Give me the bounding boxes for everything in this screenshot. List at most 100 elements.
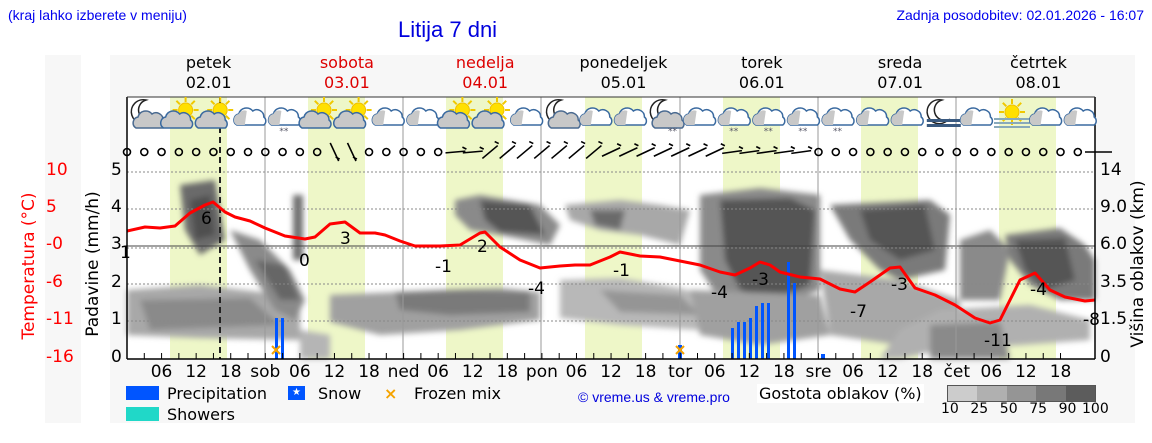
x-minor-ticks: [143, 353, 1062, 359]
temperature-axis-title: Temperatura (°C): [19, 192, 39, 340]
cloudy-snow-icon: **: [821, 107, 855, 137]
night-partly-cloudy-icon: [545, 98, 581, 129]
x-tick-label: 12: [461, 362, 484, 382]
temp-value-label: 6: [201, 209, 212, 229]
x-tick-label: 06: [150, 362, 173, 382]
weather-icons-row: ** ** ** ** ** **: [130, 97, 1097, 137]
day-header-4: torek 06.01: [702, 53, 822, 93]
temp-value-label: 1: [120, 243, 131, 263]
temp-value-label: 3: [340, 229, 351, 249]
cloudy-icon: [959, 107, 994, 126]
cloud-density-tick: 10: [941, 401, 959, 417]
cloudy-icon: [1029, 107, 1063, 126]
svg-text:**: **: [668, 127, 678, 137]
precipitation-swatch: [126, 386, 159, 400]
x-tick-label: sre: [805, 362, 832, 382]
day-date: 02.01: [185, 73, 232, 92]
showers-swatch: [126, 407, 159, 421]
temp-value-label: -11: [984, 331, 1012, 351]
day-header-3: ponedeljek 05.01: [563, 53, 683, 93]
sun-cloud-icon: [436, 97, 476, 129]
precipitation-bars: [275, 262, 825, 359]
copyright-link[interactable]: © vreme.us & vreme.pro: [578, 389, 730, 405]
cloud-density-tick: 75: [1029, 401, 1048, 417]
day-name: petek: [185, 53, 232, 72]
cloudy-icon: [233, 107, 267, 126]
day-date: 06.01: [738, 73, 785, 92]
frozen-mix-markers: [271, 345, 685, 355]
day-name: sreda: [877, 53, 923, 72]
temp-value-label: -4: [528, 279, 545, 299]
cloudy-snow-icon: **: [786, 107, 821, 137]
x-tick-label: 12: [1015, 362, 1037, 382]
location-menu-hint[interactable]: (kraj lahko izberete v meniju): [8, 7, 187, 23]
x-tick-label: 06: [427, 362, 449, 382]
cloudy-icon: [890, 107, 924, 126]
cloudy-snow-icon: **: [752, 107, 786, 137]
snow-icon: ★: [288, 386, 305, 400]
temp-tick: 5: [46, 197, 57, 217]
cloud-density-title: Gostota oblakov (%): [757, 384, 924, 403]
precip-tick: 0: [111, 347, 122, 367]
cloud-height-tick: 6.0: [1100, 234, 1128, 254]
cloud-density-tick: 90: [1058, 401, 1077, 417]
day-name: ponedeljek: [579, 53, 668, 72]
snow-legend-label: Snow: [318, 384, 362, 403]
cloud-height-tick: 14: [1100, 160, 1122, 180]
x-tick-label: 18: [358, 362, 380, 382]
cloudy-icon: [1063, 107, 1097, 126]
svg-text:**: **: [798, 127, 808, 137]
temp-value-label: -3: [891, 275, 908, 295]
last-update: Zadnja posodobitev: 02.01.2026 - 16:07: [896, 7, 1144, 23]
svg-text:**: **: [833, 127, 843, 137]
cloud-density-tick: 50: [999, 401, 1018, 417]
wind-row: [122, 140, 1112, 162]
day-header-1: sobota 03.01: [287, 53, 407, 93]
cloud-density-tick: 100: [1082, 401, 1109, 417]
x-tick-label: 06: [289, 362, 311, 382]
svg-text:**: **: [279, 127, 289, 137]
cloud-density-scale: [947, 385, 1096, 402]
cloudy-icon: [856, 107, 890, 126]
temp-tick: -0: [46, 234, 63, 254]
frozen-mix-icon: ×: [384, 384, 398, 403]
temp-value-label: -4: [1030, 280, 1047, 300]
x-tick-label: 18: [1049, 362, 1072, 382]
sun-cloud-icon: [298, 97, 337, 129]
frozen-mix-legend-label: Frozen mix: [414, 384, 502, 403]
x-tick-label: 06: [565, 362, 588, 382]
x-tick-label: pon: [525, 362, 558, 382]
sun-cloud-icon: [194, 97, 234, 129]
cloud-height-axis-title: Višina oblakov (km): [1128, 180, 1148, 348]
temp-value-label: -1: [435, 257, 452, 277]
night-snow-icon: **: [649, 98, 685, 137]
x-tick-label: 12: [185, 362, 207, 382]
day-header-2: nedelja 04.01: [425, 53, 545, 93]
cloud-height-tick: 0: [1100, 347, 1111, 367]
cloud-height-tick: 9.0: [1100, 197, 1128, 217]
day-header-6: četrtek 08.01: [978, 53, 1098, 93]
precip-tick: 4: [111, 197, 122, 217]
precip-tick: 3: [111, 234, 122, 254]
x-tick-label: sob: [250, 362, 281, 382]
day-header-0: petek 02.01: [149, 53, 269, 93]
temp-value-label: 0: [299, 251, 310, 271]
x-tick-label: 12: [323, 362, 346, 382]
svg-text:**: **: [729, 127, 739, 137]
x-tick-label: 06: [980, 362, 1003, 382]
x-tick-label: 18: [773, 362, 795, 382]
day-header-5: sreda 07.01: [840, 53, 960, 93]
cloudy-snow-icon: **: [267, 107, 302, 137]
sun-cloud-icon: [333, 97, 372, 129]
x-tick-label: 18: [219, 362, 242, 382]
x-tick-label: 12: [876, 362, 899, 382]
day-date: 04.01: [462, 73, 509, 92]
temp-tick: 10: [46, 160, 68, 180]
cloudy-icon: [683, 107, 717, 126]
precipitation-axis-title: Padavine (mm/h): [83, 191, 103, 337]
x-tick-label: 12: [600, 362, 622, 382]
sun-cloud-icon: [160, 97, 199, 129]
day-name: sobota: [319, 53, 374, 72]
temp-tick: -6: [46, 272, 63, 292]
